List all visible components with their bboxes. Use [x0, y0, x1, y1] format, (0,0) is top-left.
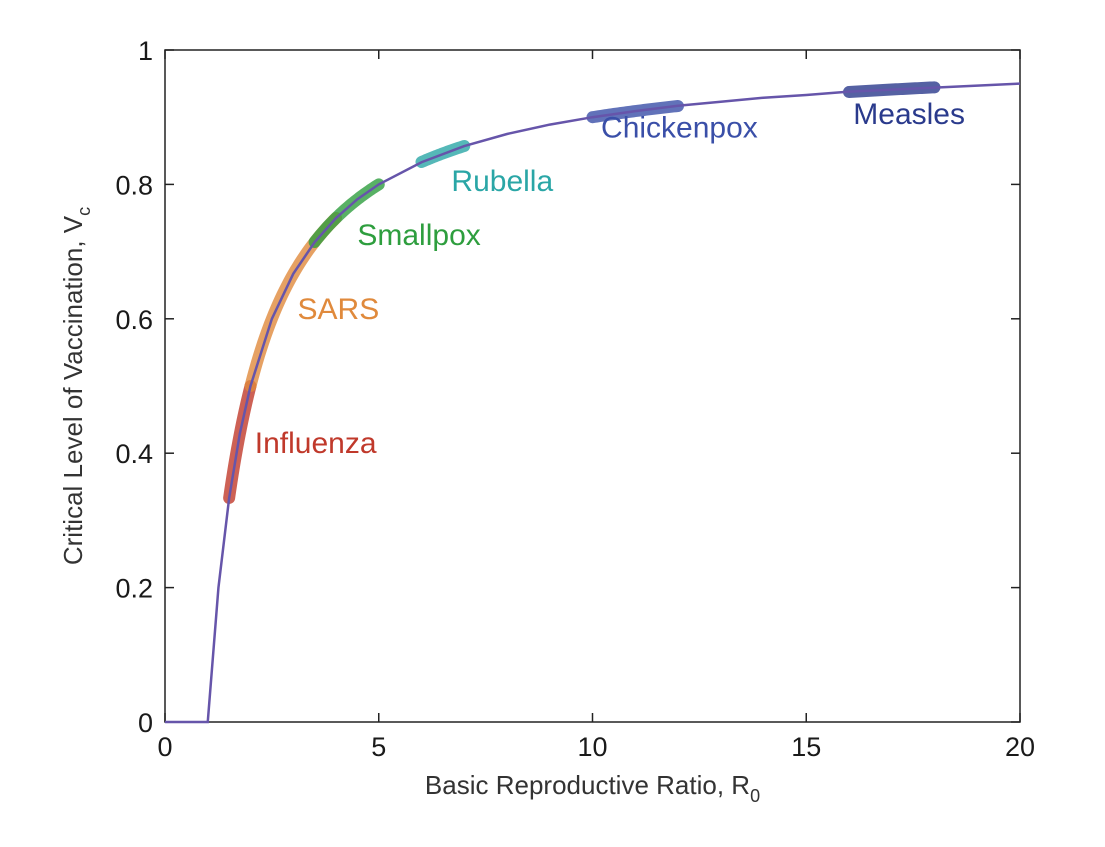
y-tick-label-4: 0.8: [115, 170, 153, 200]
label-sars: SARS: [298, 293, 380, 326]
x-axis-label-subscript: 0: [750, 786, 760, 806]
x-tick-label-3: 15: [791, 732, 821, 762]
plot-frame: [164, 49, 1021, 723]
label-rubella: Rubella: [451, 165, 553, 198]
label-measles: Measles: [853, 98, 965, 131]
x-tick-label-2: 10: [577, 732, 607, 762]
x-tick-label-1: 5: [371, 732, 386, 762]
label-chickenpox: Chickenpox: [601, 111, 758, 144]
x-tick-label-0: 0: [157, 732, 172, 762]
y-tick-label-2: 0.4: [115, 439, 153, 469]
y-tick-label-5: 1: [138, 36, 153, 66]
vc-curve: [165, 82, 1021, 724]
x-tick-label-4: 20: [1005, 732, 1035, 762]
y-tick-label-0: 0: [138, 708, 153, 738]
x-axis-label: Basic Reproductive Ratio, R0: [425, 770, 760, 806]
label-smallpox: Smallpox: [357, 219, 480, 252]
y-axis-label: Critical Level of Vaccination, Vc: [58, 207, 94, 565]
y-tick-label-1: 0.2: [115, 574, 153, 604]
label-influenza: Influenza: [255, 427, 377, 460]
y-tick-label-3: 0.6: [115, 305, 153, 335]
y-axis-label-subscript: c: [74, 207, 94, 216]
